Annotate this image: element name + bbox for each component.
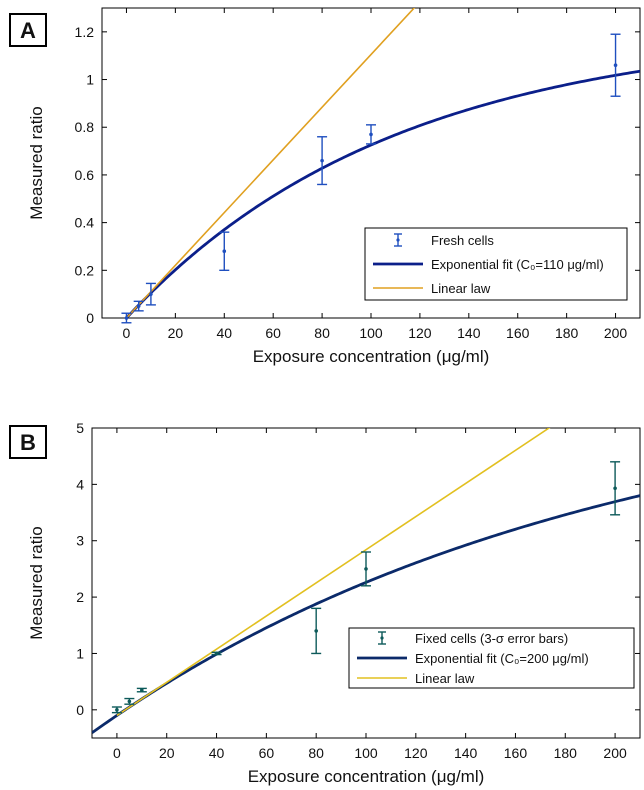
exponential-fit-curve: [124, 69, 640, 318]
x-tick-label: 60: [265, 325, 281, 341]
x-tick-label: 180: [555, 325, 579, 341]
x-tick-label: 80: [308, 745, 324, 761]
y-tick-label: 0.6: [75, 167, 95, 183]
data-point: [222, 249, 227, 254]
panel-a: 0 20 40 60 80 100 120 140 160 180 200 0 0.2 0.4 0.6 0.8…: [9, 7, 641, 366]
x-tick-label: 20: [159, 745, 175, 761]
x-axis-label: Exposure concentration (μg/ml): [253, 347, 490, 366]
x-tick-label: 40: [209, 745, 225, 761]
y-tick-label: 0.2: [75, 262, 95, 278]
data-point: [314, 629, 318, 633]
legend-marker-point: [380, 636, 384, 640]
data-point: [140, 688, 144, 692]
x-tick-label: 140: [457, 325, 481, 341]
x-tick-label: 180: [554, 745, 578, 761]
legend-label: Fixed cells (3-σ error bars): [415, 631, 568, 646]
x-tick-label: 0: [113, 745, 121, 761]
x-tick-label: 100: [359, 325, 383, 341]
x-tick-label: 100: [354, 745, 378, 761]
x-tick-label: 120: [404, 745, 428, 761]
y-tick-label: 0: [86, 310, 94, 326]
y-tick-label: 0.4: [75, 215, 95, 231]
panel-badge-label: A: [20, 18, 36, 43]
x-tick-label: 200: [604, 325, 628, 341]
panel-badge: [9, 425, 47, 459]
legend-label: Exponential fit (C₀=110 μg/ml): [431, 257, 604, 272]
y-tick-label: 0.8: [75, 119, 95, 135]
y-tick-label: 3: [76, 533, 84, 549]
x-tick-label: 0: [123, 325, 131, 341]
y-tick-label: 4: [76, 476, 84, 492]
legend-marker-point: [396, 238, 400, 242]
data-point: [127, 699, 132, 704]
x-axis-label: Exposure concentration (μg/ml): [248, 767, 485, 786]
x-tick-label: 160: [504, 745, 528, 761]
data-point: [369, 132, 373, 137]
legend-label: Exponential fit (C₀=200 μg/ml): [415, 651, 589, 666]
y-axis-label: Measured ratio: [27, 106, 46, 219]
data-point: [149, 292, 153, 296]
data-point: [320, 158, 324, 163]
data-point: [613, 63, 618, 68]
x-tick-label: 80: [314, 325, 330, 341]
legend-label: Linear law: [431, 281, 491, 296]
panel-b: 0 20 40 60 80 100 120 140 160 180 200 0 1 2 3 4 5 Exposur…: [9, 420, 641, 786]
x-tick-label: 40: [216, 325, 232, 341]
x-tick-label: 60: [259, 745, 275, 761]
data-point: [214, 651, 219, 656]
panel-badge-label: B: [20, 430, 36, 455]
y-tick-label: 5: [76, 420, 84, 436]
x-tick-label: 120: [408, 325, 432, 341]
data-point: [115, 708, 119, 712]
x-tick-label: 200: [603, 745, 627, 761]
data-point: [613, 486, 617, 491]
y-tick-label: 2: [76, 589, 84, 605]
linear-law-line: [125, 8, 416, 318]
legend-label: Fresh cells: [431, 233, 494, 248]
y-tick-label: 1.2: [75, 24, 95, 40]
curves: [124, 8, 640, 318]
y-tick-label: 1: [76, 645, 84, 661]
x-tick-label: 20: [168, 325, 184, 341]
y-tick-label: 1: [86, 72, 94, 88]
y-axis-label: Measured ratio: [27, 526, 46, 639]
data-point: [364, 567, 368, 571]
legend-label: Linear law: [415, 671, 475, 686]
x-tick-label: 160: [506, 325, 530, 341]
y-tick-label: 0: [76, 702, 84, 718]
data-point: [124, 316, 129, 320]
panel-badge: [9, 13, 47, 47]
x-tick-label: 140: [454, 745, 478, 761]
data-point: [136, 304, 141, 308]
linear-law-line: [116, 428, 551, 717]
